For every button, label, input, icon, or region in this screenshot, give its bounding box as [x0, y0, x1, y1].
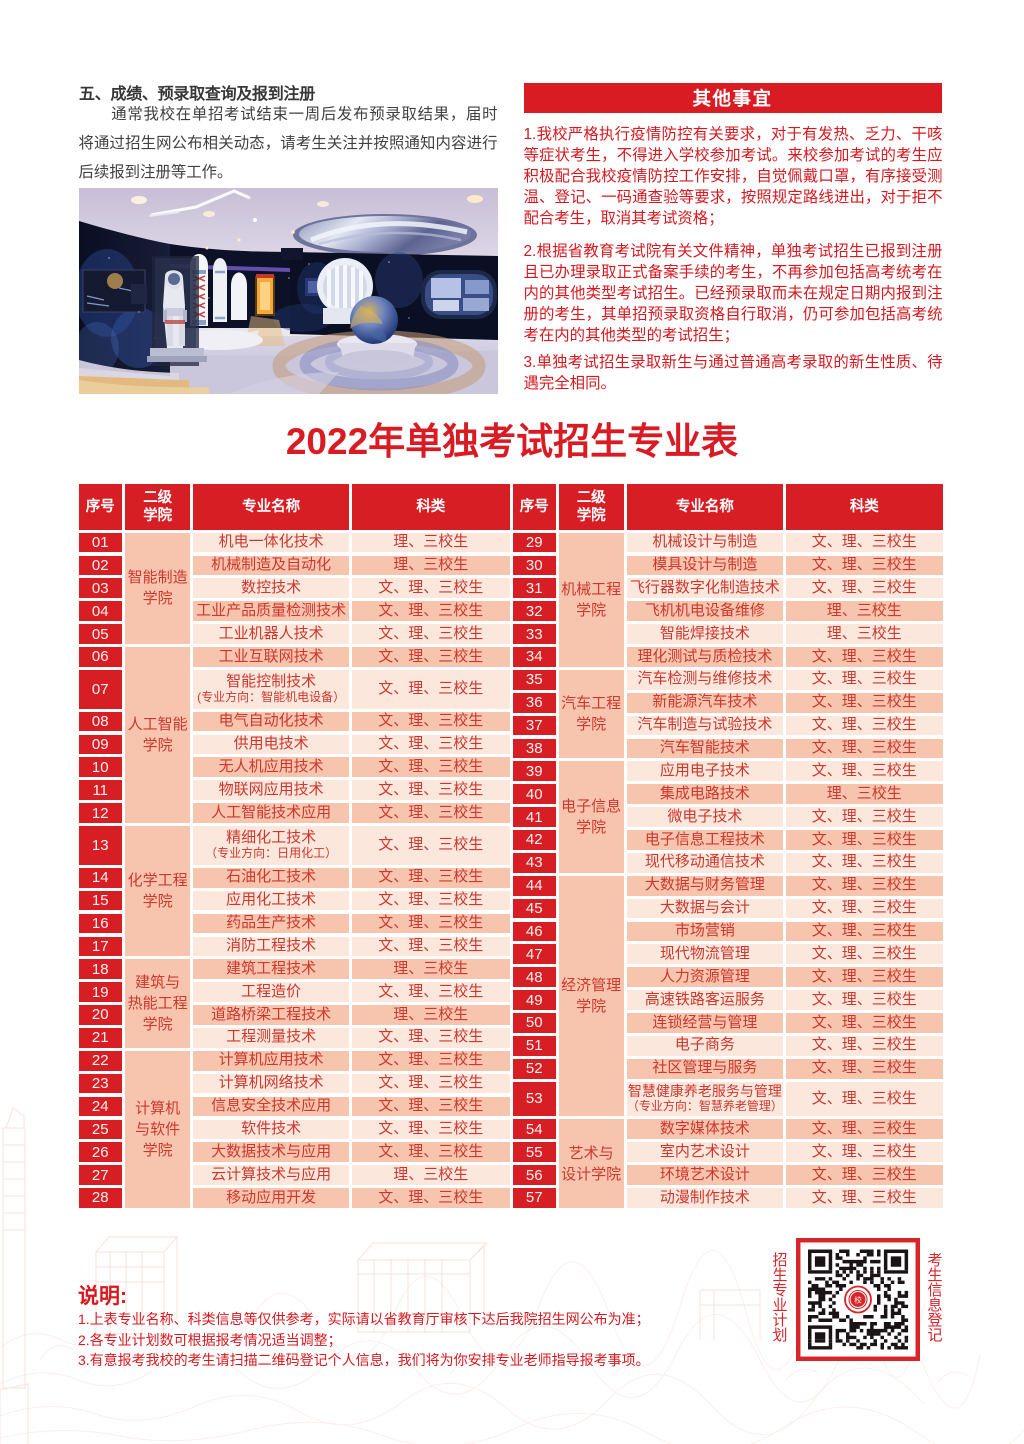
svg-text:校: 校 — [854, 1294, 862, 1304]
